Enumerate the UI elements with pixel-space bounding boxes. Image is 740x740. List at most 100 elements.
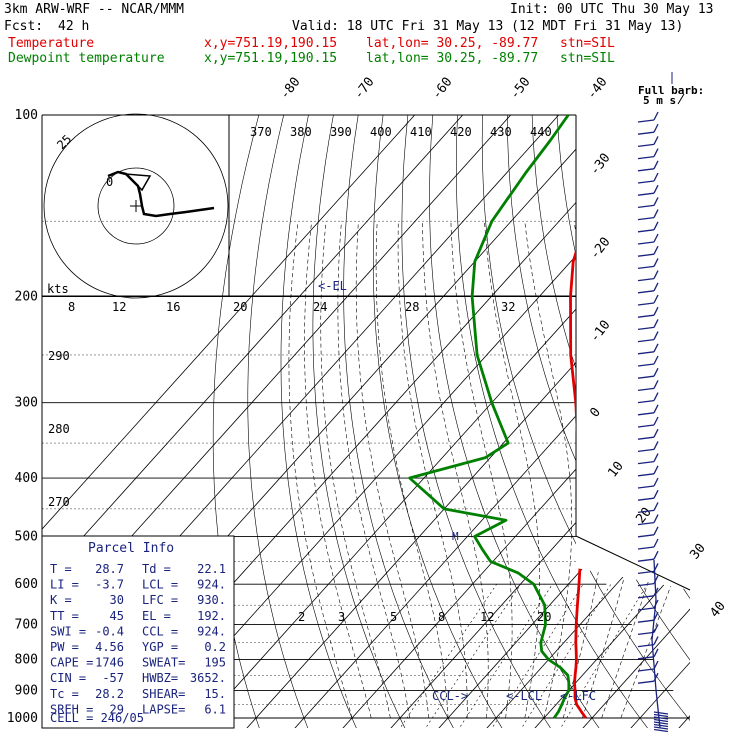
dry-adiabat-line — [401, 115, 553, 728]
level-label: <-LCL — [506, 689, 542, 703]
wind-barb-staff — [637, 668, 655, 672]
dry-adiabat-line — [429, 115, 602, 728]
wind-barb-flag — [653, 209, 659, 218]
mixing-ratio-label: 20 — [537, 610, 551, 624]
hodograph-ring — [43, 113, 229, 299]
dry-adiabat-line — [606, 115, 690, 728]
init-time: Init: 00 UTC Thu 30 May 13 — [510, 2, 714, 17]
wind-barb-flag — [653, 404, 659, 414]
parcel-row-value: 28.7 — [95, 562, 124, 576]
hodograph-speed-label: 28 — [405, 300, 419, 314]
parcel-row-value: -57 — [102, 671, 124, 685]
mixing-ratio-line — [558, 584, 648, 728]
wind-barb-staff — [637, 631, 655, 636]
wind-barb-staff — [637, 412, 655, 416]
wind-barb-staff — [637, 338, 655, 343]
parcel-row-value: 0.2 — [204, 640, 226, 654]
wind-barb-staff — [637, 326, 655, 331]
wind-barb-flag — [653, 331, 659, 340]
wind-barb-flag — [653, 197, 659, 206]
hodograph-ring — [97, 167, 175, 245]
wind-barb-flag — [653, 514, 659, 523]
wind-barb-flag — [653, 453, 659, 462]
wind-barb-staff — [637, 448, 655, 453]
pressure-tick-label: 600 — [15, 577, 38, 592]
wind-barb-staff — [637, 607, 655, 611]
hodograph-speed-label: 12 — [112, 300, 126, 314]
sounding-traces — [408, 115, 671, 719]
wind-barb-flag — [653, 380, 659, 389]
isotherm-label: -40 — [584, 75, 610, 103]
wind-barb-staff — [637, 595, 655, 599]
forecast-hour: 42 h — [58, 19, 90, 34]
wind-barb-flag — [653, 136, 659, 145]
mixing-ratio-line — [423, 584, 521, 728]
wind-barb-flag — [653, 270, 659, 279]
wind-barb-staff — [637, 424, 655, 428]
mixing-ratio-label: 2 — [298, 610, 305, 624]
mixing-ratio-line — [490, 584, 584, 728]
dry-adiabat-line — [455, 115, 650, 728]
wind-barb-flag — [653, 538, 659, 548]
hodograph-speed-label: 24 — [313, 300, 327, 314]
barb-header-label: Full barb: — [638, 84, 704, 97]
wind-barb-cluster — [653, 716, 669, 720]
isotherm-label: -10 — [587, 318, 613, 346]
level-label: <-LFC — [560, 689, 596, 703]
parcel-info-box — [41, 535, 235, 729]
wind-barb-staff — [637, 582, 655, 587]
wind-barb-staff — [637, 216, 655, 221]
parcel-row-value: 3652. — [190, 671, 226, 685]
parcel-row-value: 924. — [197, 578, 226, 592]
temperature-trace — [569, 115, 671, 719]
wind-barb-staff — [637, 253, 655, 257]
isotherm-line — [580, 115, 690, 728]
isotherm-label: 0 — [587, 405, 604, 420]
level-marker: M — [452, 530, 459, 543]
wind-barb-cluster — [653, 728, 669, 733]
theta-label: 380 — [290, 125, 312, 139]
parcel-row-value: 45 — [110, 609, 124, 623]
parcel-row-label: SWI = — [50, 624, 86, 638]
parcel-cell-label: CELL = 246/05 — [50, 711, 144, 725]
wind-barb-staff — [637, 473, 655, 477]
wind-barb-staff — [637, 192, 655, 196]
theta-label: 420 — [450, 125, 472, 139]
isotherm-line — [628, 115, 690, 728]
theta-label: 270 — [48, 495, 70, 509]
dry-adiabat-line — [656, 115, 690, 728]
isotherm-label: -70 — [351, 75, 377, 103]
parcel-info-panel: Parcel Info T = 28.7 Td = 22.1 LI = -3.7 LCL = 9… — [41, 535, 235, 729]
parcel-row-value: 195 — [204, 656, 226, 670]
parcel-row-value: 30 — [110, 593, 124, 607]
isotherm-label: -50 — [507, 75, 533, 103]
dry-adiabat-line — [680, 115, 690, 728]
parcel-row-value: 4.56 — [95, 640, 124, 654]
moist-adiabat-line — [375, 221, 449, 719]
wind-barbs: Full barb:5 m s — [637, 72, 704, 733]
wind-barb-flag — [653, 477, 659, 487]
wind-barb-staff — [637, 534, 655, 538]
pressure-tick-label: 500 — [15, 529, 38, 544]
wind-barb-cluster — [653, 721, 669, 725]
wind-barb-flag — [653, 465, 659, 475]
parcel-row-value: 1746 — [95, 656, 124, 670]
parcel-row-value: -3.7 — [95, 578, 124, 592]
pressure-tick-label: 200 — [15, 290, 38, 305]
parcel-row-value: 15. — [204, 687, 226, 701]
wind-barb-flag — [653, 392, 659, 401]
moist-adiabat-line — [601, 221, 690, 719]
isotherm-label: -80 — [277, 75, 303, 103]
dry-adiabat-line — [372, 115, 504, 728]
theta-label: 400 — [370, 125, 392, 139]
moist-adiabat-line — [337, 221, 410, 719]
pressure-tick-label: 900 — [15, 683, 38, 698]
wind-barb-staff — [637, 521, 655, 526]
wind-barb-flag — [653, 367, 659, 377]
isotherm-line — [292, 115, 690, 728]
mixing-ratio-line — [519, 584, 612, 728]
wind-barb-flag — [653, 489, 659, 499]
isotherm-label: -20 — [587, 235, 613, 263]
dry-adiabat-line — [343, 115, 456, 728]
